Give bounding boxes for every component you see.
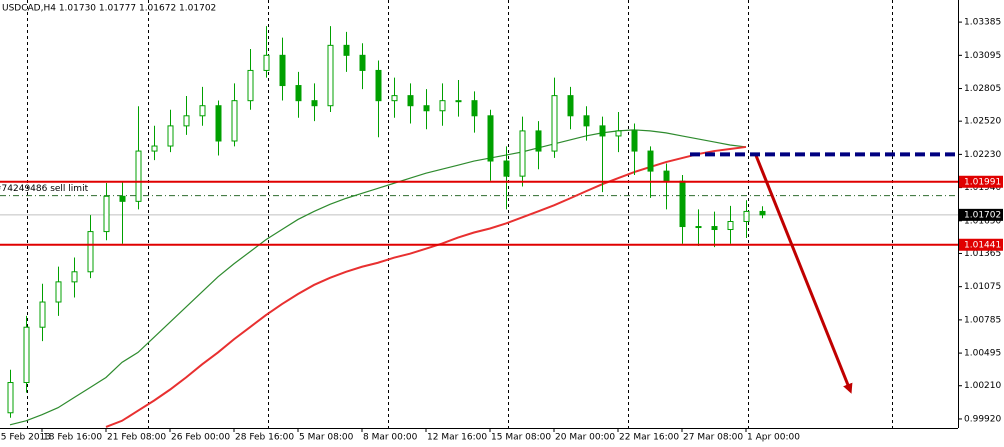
y-tick-label: 1.00785: [964, 315, 1001, 325]
candle-body: [231, 100, 238, 142]
y-tick-label: 1.02805: [964, 84, 1001, 94]
candle-body: [743, 210, 750, 223]
level-tag-label: 1.01991: [964, 177, 1001, 187]
axes: 1.03385 1.03095 1.02805 1.02520 1.02230 1.019…: [0, 18, 1003, 443]
candle-body: [215, 105, 222, 142]
candle-body: [71, 271, 78, 283]
candle-body: [567, 95, 574, 117]
level-tag-label: 1.01441: [964, 240, 1001, 250]
x-tick-label: 15 Mar 08:00: [491, 433, 551, 443]
candle-body: [711, 226, 718, 231]
candle-body: [727, 221, 734, 231]
candle-body: [423, 105, 430, 112]
candle-body: [551, 95, 558, 152]
candle-body: [359, 54, 366, 71]
candle-body: [135, 150, 142, 202]
candle-body: [631, 130, 638, 152]
candle-body: [87, 231, 94, 273]
candle-body: [327, 44, 334, 107]
x-tick-label: 1 Apr 00:00: [747, 433, 800, 443]
y-tick-label: 0.99920: [964, 414, 1001, 424]
y-tick-label: 1.03385: [964, 18, 1001, 28]
candle-body: [7, 382, 14, 414]
candle-body: [695, 226, 702, 229]
y-tick-label: 1.02230: [964, 150, 1001, 160]
candles: [7, 26, 766, 418]
candle-body: [23, 326, 30, 384]
sell-limit-label: #74249486 sell limit: [0, 184, 89, 194]
x-tick-label: 8 Mar 00:00: [363, 433, 418, 443]
candle-body: [199, 105, 206, 117]
candle-body: [503, 160, 510, 177]
candle-body: [439, 100, 446, 112]
x-tick-label: 15 Feb 2013: [0, 433, 51, 443]
candle-body: [263, 54, 270, 71]
y-tick-label: 1.00210: [964, 381, 1001, 391]
y-tick-label: 1.01940: [964, 183, 1001, 193]
candle-body: [455, 100, 462, 103]
moving-average: [105, 145, 747, 428]
candle-body: [583, 115, 590, 127]
y-tick-label: 1.01075: [964, 282, 1001, 292]
x-tick-label: 20 Mar 00:00: [555, 433, 615, 443]
plot-area: #74249486 sell limit: [0, 26, 958, 428]
candle-body: [679, 180, 686, 228]
candle-body: [535, 130, 542, 152]
moving-averages: [9, 129, 747, 428]
candle-body: [599, 125, 606, 137]
level-tag: [959, 175, 1003, 188]
chart-title: USDCAD,H4 1.01730 1.01777 1.01672 1.0170…: [2, 4, 216, 14]
candle-body: [151, 145, 158, 152]
candle-body: [615, 130, 622, 137]
x-tick-label: 27 Mar 08:00: [683, 433, 743, 443]
forecast-arrow: [753, 152, 853, 394]
candle-body: [487, 115, 494, 162]
y-tick-label: 1.00495: [964, 349, 1001, 359]
x-tick-label: 12 Mar 16:00: [427, 433, 487, 443]
y-tick-label: 1.01650: [964, 216, 1001, 226]
x-tick-label: 18 Feb 16:00: [43, 433, 102, 443]
candle-body: [471, 100, 478, 117]
x-tick-label: 5 Mar 08:00: [299, 433, 354, 443]
candle-body: [391, 95, 398, 102]
y-tick-label: 1.01365: [964, 249, 1001, 259]
last-price-tag: [959, 208, 1003, 221]
candle-body: [759, 210, 766, 216]
candle-body: [183, 115, 190, 127]
candle-body: [55, 281, 62, 303]
candle-body: [647, 150, 654, 172]
x-tick-label: 28 Feb 16:00: [235, 433, 294, 443]
last-price-label: 1.01702: [964, 210, 1001, 220]
y-tick-label: 1.02520: [964, 117, 1001, 127]
candle-body: [295, 85, 302, 102]
x-tick-label: 22 Mar 16:00: [619, 433, 679, 443]
candle-body: [247, 69, 254, 102]
candle-body: [103, 195, 110, 233]
candle-body: [311, 100, 318, 107]
x-tick-label: 21 Feb 08:00: [107, 433, 166, 443]
candle-body: [663, 170, 670, 182]
candle-body: [167, 125, 174, 147]
candle-body: [375, 69, 382, 102]
candle-body: [519, 130, 526, 177]
candle-body: [407, 95, 414, 107]
moving-average: [9, 129, 747, 426]
candle-body: [39, 301, 46, 328]
candle-body: [119, 195, 126, 202]
level-tag: [959, 238, 1003, 251]
candle-body: [279, 54, 286, 87]
x-tick-label: 26 Feb 00:00: [171, 433, 230, 443]
candle-body: [343, 44, 350, 56]
y-tick-label: 1.03095: [964, 51, 1001, 61]
